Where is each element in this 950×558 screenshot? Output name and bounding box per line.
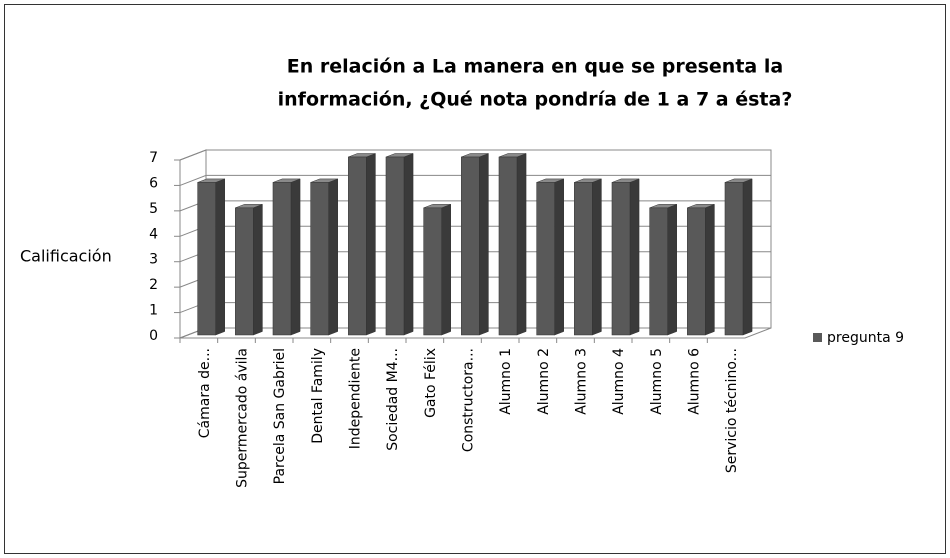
x-tick-label: Alumno 6 [687,348,703,415]
bar-face [272,182,292,336]
x-tick-label: Sociedad M4... [385,348,401,451]
bar [574,178,602,336]
bar-face [197,182,216,336]
bar [461,153,489,336]
bar-face [536,182,555,336]
y-tick-label: 0 [149,328,158,344]
x-tick-label: Parcela San Gabriel [272,348,288,484]
bar-face [215,178,225,336]
bar [724,178,753,336]
bar [348,153,376,336]
x-tick-label: Alumno 3 [574,348,590,415]
bar [197,178,225,336]
bar-face [290,178,301,336]
bar-face [629,178,640,336]
bar-face [516,153,527,336]
bar-face [348,156,367,336]
x-tick-label: Alumno 4 [611,348,627,415]
bar-face [705,203,715,336]
x-tick-label: Independiente [348,348,364,449]
x-tick-label: Alumno 1 [498,348,514,415]
grid-line [179,174,771,186]
bar-face [235,207,254,336]
bar [687,203,715,336]
bar-face [423,207,442,336]
bar-face [687,207,706,336]
bar [498,153,527,336]
x-tick-label: Gato Félix [423,348,439,418]
bar-face [366,153,376,336]
bar-face [667,203,677,336]
y-tick-label: 7 [149,150,158,166]
bar-face [592,178,602,336]
bar-face [498,156,518,336]
chart-title: En relación a La manera en que se presen… [287,56,783,78]
bar-face [328,178,338,336]
bar-face [441,203,451,336]
x-tick-label: Alumno 5 [649,348,665,415]
y-axis-label: Calificación [20,247,112,266]
bar [272,178,301,336]
bar-face [479,153,489,336]
bar-face [649,207,668,336]
y-tick-label: 2 [149,277,158,293]
x-tick-label: Cámara de... [197,348,213,438]
bar-face [611,182,631,336]
y-tick-label: 5 [149,201,158,217]
chart-title: información, ¿Qué nota pondría de 1 a 7 … [278,89,793,111]
bar-face [742,178,753,336]
x-tick-label: Dental Family [310,348,326,444]
bar-face [403,153,414,336]
bar-face [554,178,564,336]
x-tick-label: Alumno 2 [536,348,552,415]
bar [235,203,263,336]
x-tick-label: Servicio técnino... [724,348,740,473]
y-tick-label: 6 [149,175,158,191]
legend-swatch [813,333,822,342]
bar-face [461,156,480,336]
bar [385,153,414,336]
grid-line [179,149,771,161]
bar [423,203,451,336]
bar [649,203,677,336]
bar-face [253,203,263,336]
y-tick-label: 1 [149,303,158,319]
legend-label: pregunta 9 [827,330,904,346]
bar [536,178,564,336]
bar-face [385,156,405,336]
bar-face [574,182,593,336]
x-tick-label: Constructora... [461,348,477,452]
y-tick-label: 3 [149,252,158,268]
y-tick-label: 4 [149,226,158,242]
bar-face [310,182,329,336]
bar-face [724,182,744,336]
x-tick-label: Supermercado ávila [235,348,251,488]
bar [611,178,640,336]
bar [310,178,338,336]
